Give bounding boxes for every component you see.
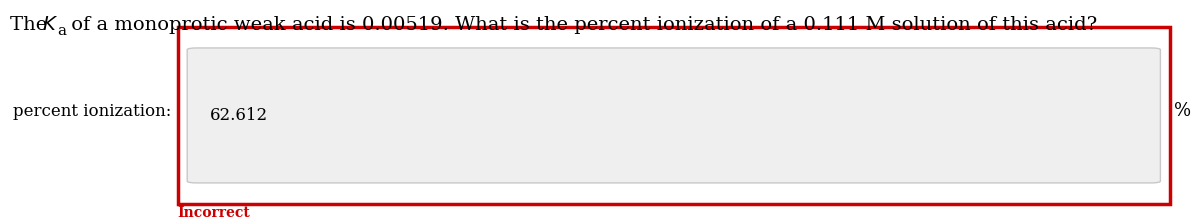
- Text: a: a: [58, 24, 67, 38]
- Text: The: The: [10, 16, 53, 34]
- Text: percent ionization:: percent ionization:: [13, 103, 172, 119]
- Text: %: %: [1174, 102, 1190, 120]
- Text: 62.612: 62.612: [210, 107, 268, 124]
- Text: $\mathit{K}$: $\mathit{K}$: [42, 16, 58, 34]
- Text: Incorrect: Incorrect: [178, 206, 251, 220]
- Text: of a monoprotic weak acid is 0.00519. What is the percent ionization of a 0.111 : of a monoprotic weak acid is 0.00519. Wh…: [65, 16, 1097, 34]
